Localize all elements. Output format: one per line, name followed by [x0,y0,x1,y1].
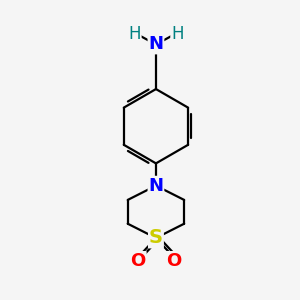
Text: O: O [130,252,146,270]
Text: H: H [171,25,184,43]
Text: S: S [149,229,163,247]
Text: H: H [128,25,141,43]
Text: N: N [148,35,164,53]
Text: N: N [148,177,164,195]
Text: O: O [166,252,182,270]
